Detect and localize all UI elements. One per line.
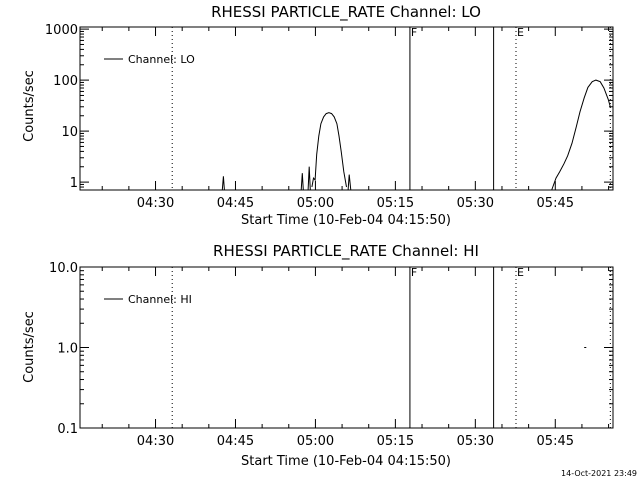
- lo-y-tick-label: 10: [61, 125, 78, 140]
- lo-x-tick-label: 05:00: [297, 196, 334, 211]
- lo-x-tick-label: 04:45: [217, 196, 254, 211]
- hi-x-tick-label: 04:45: [217, 434, 254, 449]
- hi-legend-label: Channel: HI: [128, 293, 192, 306]
- lo-marker-label: F: [411, 26, 417, 39]
- lo-axes-frame: [79, 26, 614, 191]
- lo-legend-label: Channel: LO: [128, 53, 195, 66]
- lo-series-line: [551, 79, 611, 191]
- hi-y-axis-label: Counts/sec: [22, 311, 37, 383]
- lo-channel-panel: RHESSI PARTICLE_RATE Channel: LO Counts/…: [22, 3, 614, 228]
- timestamp: 14-Oct-2021 23:49: [561, 469, 637, 478]
- lo-series-line: [311, 112, 347, 188]
- hi-x-tick-label: 04:30: [137, 434, 174, 449]
- hi-x-tick-label: 05:00: [297, 434, 334, 449]
- lo-x-tick-label: 04:30: [137, 196, 174, 211]
- hi-y-tick-label: 0.1: [57, 422, 78, 437]
- hi-y-tick-label: 10.0: [49, 261, 78, 276]
- hi-x-axis-label: Start Time (10-Feb-04 04:15:50): [241, 454, 451, 469]
- lo-x-tick-label: 05:45: [537, 196, 574, 211]
- hi-y-tick-label: 1.0: [57, 342, 78, 357]
- lo-y-tick-label: 1000: [45, 23, 78, 38]
- hi-channel-panel: RHESSI PARTICLE_RATE Channel: HI Counts/…: [22, 242, 614, 469]
- lo-series-line: [300, 173, 304, 191]
- lo-x-tick-label: 05:30: [457, 196, 494, 211]
- lo-y-axis-label: Counts/sec: [22, 70, 37, 142]
- lo-series-line: [307, 166, 311, 191]
- hi-x-tick-label: 05:45: [537, 434, 574, 449]
- lo-series-line: [221, 176, 225, 191]
- lo-x-axis-label: Start Time (10-Feb-04 04:15:50): [241, 213, 451, 228]
- hi-x-tick-label: 05:30: [457, 434, 494, 449]
- lo-x-tick-label: 05:15: [377, 196, 414, 211]
- hi-x-tick-label: 05:15: [377, 434, 414, 449]
- hi-chart-title: RHESSI PARTICLE_RATE Channel: HI: [213, 242, 479, 261]
- lo-series-line: [347, 174, 352, 191]
- lo-y-tick-label: 100: [53, 74, 78, 89]
- lo-marker-label: E: [517, 26, 524, 39]
- hi-marker-label: F: [411, 266, 417, 279]
- lo-chart-title: RHESSI PARTICLE_RATE Channel: LO: [211, 3, 481, 22]
- lo-y-tick-label: 1: [70, 176, 78, 191]
- hi-marker-label: E: [517, 266, 524, 279]
